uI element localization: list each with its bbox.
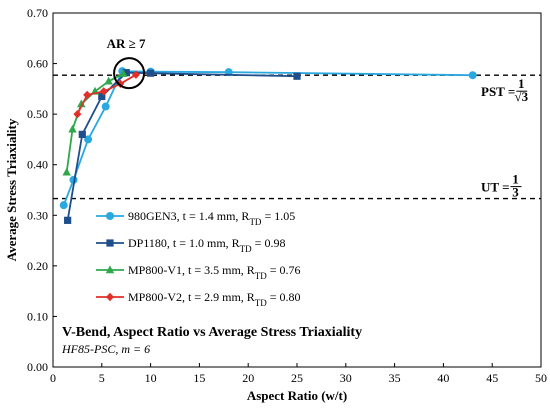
legend-item: 980GEN3, t = 1.4 mm, RTD = 1.05 — [96, 209, 295, 227]
y-tick-label: 0.70 — [27, 6, 48, 20]
annotation-label: AR ≥ 7 — [107, 36, 146, 51]
x-tick-label: 35 — [389, 371, 401, 385]
y-tick-label: 0.20 — [27, 259, 48, 273]
y-axis: 0.00 0.10 0.20 0.30 0.40 0.50 0.60 0.70 — [27, 6, 57, 374]
x-axis-label: Aspect Ratio (w/t) — [247, 388, 347, 403]
reference-line-label: PST = — [481, 84, 515, 99]
data-point-diamond — [83, 90, 92, 100]
x-tick-label: 25 — [291, 371, 303, 385]
chart-subtitle: HF85-PSC, m = 6 — [61, 342, 150, 356]
data-point-circle — [468, 71, 477, 80]
data-point-square — [98, 92, 106, 101]
chart-title: V-Bend, Aspect Ratio vs Average Stress T… — [62, 325, 362, 340]
y-tick-label: 0.30 — [27, 208, 48, 222]
series — [64, 69, 301, 224]
fraction-denominator: 3 — [512, 185, 519, 200]
x-tick-label: 15 — [193, 371, 205, 385]
data-point-triangle — [62, 167, 71, 176]
data-point-triangle — [105, 265, 115, 274]
fraction-denominator: √3 — [514, 89, 528, 104]
data-point-diamond — [99, 87, 108, 96]
x-axis: 0 5 10 15 20 25 30 35 40 45 50 — [50, 363, 547, 385]
x-tick-label: 10 — [145, 371, 157, 385]
data-point-square — [106, 239, 114, 247]
data-point-circle — [106, 212, 114, 220]
legend-item: MP800-V1, t = 3.5 mm, RTD = 0.76 — [96, 263, 301, 281]
data-point-square — [64, 216, 72, 224]
annotation-circle — [113, 57, 146, 90]
data-point-circle — [59, 201, 68, 210]
y-tick-label: 0.40 — [27, 158, 48, 172]
data-point-circle — [101, 102, 110, 111]
y-tick-label: 0.10 — [27, 309, 48, 323]
y-tick-label: 0.50 — [27, 107, 48, 121]
data-point-triangle — [77, 99, 86, 108]
legend-label: 980GEN3, t = 1.4 mm, RTD = 1.05 — [128, 209, 295, 227]
data-point-circle — [84, 135, 93, 144]
reference-line-label: UT = — [481, 180, 509, 195]
x-tick-label: 20 — [242, 371, 254, 385]
x-tick-label: 40 — [437, 371, 449, 385]
data-point-square — [78, 130, 86, 138]
fraction-numerator: 1 — [512, 172, 519, 187]
x-tick-label: 30 — [340, 371, 352, 385]
data-point-triangle — [104, 76, 113, 85]
data-point-diamond — [131, 70, 140, 79]
x-tick-label: 45 — [486, 371, 498, 385]
series-group — [59, 67, 477, 224]
data-point-square — [293, 72, 301, 80]
y-axis-label: Average Stress Triaxiality — [4, 118, 19, 261]
x-tick-label: 5 — [99, 371, 105, 385]
legend-label: DP1180, t = 1.0 mm, RTD = 0.98 — [128, 236, 285, 254]
data-point-square — [122, 69, 130, 77]
legend-item: DP1180, t = 1.0 mm, RTD = 0.98 — [96, 236, 285, 254]
legend-label: MP800-V2, t = 2.9 mm, RTD = 0.80 — [128, 290, 301, 308]
y-tick-label: 0.00 — [27, 360, 48, 374]
legend: 980GEN3, t = 1.4 mm, RTD = 1.05 DP1180, t… — [96, 209, 301, 308]
x-tick-label: 50 — [535, 371, 547, 385]
fraction-numerator: 1 — [518, 76, 525, 91]
annotation: AR ≥ 7 — [107, 36, 146, 90]
data-point-diamond — [106, 292, 114, 302]
series-line — [66, 71, 298, 221]
series — [73, 70, 140, 119]
data-point-diamond — [73, 109, 82, 119]
legend-item: MP800-V2, t = 2.9 mm, RTD = 0.80 — [96, 290, 301, 308]
data-point-square — [147, 69, 155, 77]
data-point-triangle — [68, 124, 77, 133]
y-tick-label: 0.60 — [27, 57, 48, 71]
legend-label: MP800-V1, t = 3.5 mm, RTD = 0.76 — [128, 263, 301, 281]
x-tick-label: 0 — [50, 371, 56, 385]
plot-area — [52, 12, 542, 368]
data-point-triangle — [119, 69, 128, 77]
